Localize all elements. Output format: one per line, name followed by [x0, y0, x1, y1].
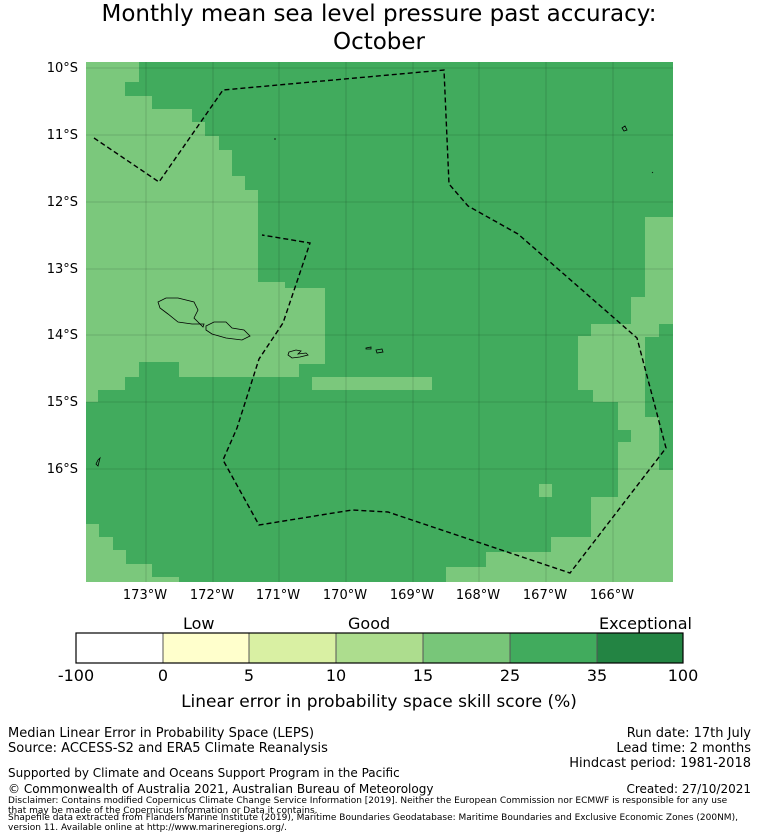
good-skill-patch [645, 550, 658, 577]
good-skill-region-east [446, 217, 673, 582]
colorbar-segment [75, 632, 164, 664]
x-tick-label: 166°W [589, 588, 635, 603]
tau-island [375, 348, 384, 354]
footer-hindcast: Hindcast period: 1981-2018 [569, 756, 751, 771]
manono-island [199, 323, 205, 328]
x-tick-label: 173°W [122, 588, 168, 603]
upolu-island [205, 321, 251, 341]
colorbar [75, 632, 684, 664]
footer-shapefile-cont: version 11. Available online at http://w… [8, 823, 287, 833]
x-tick-label: 172°W [189, 588, 235, 603]
islet [651, 171, 654, 174]
colorbar-segment [509, 632, 598, 664]
footer-lead-time: Lead time: 2 months [616, 741, 751, 756]
colorbar-label: Linear error in probability space skill … [181, 692, 577, 712]
y-tick-label: 16°S [46, 462, 78, 477]
tutuila-island [287, 349, 309, 359]
colorbar-segment [248, 632, 337, 664]
footer-shapefile: Shapefile data extracted from Flanders M… [8, 813, 738, 823]
islet [95, 456, 101, 467]
x-tick-label: 170°W [322, 588, 368, 603]
good-skill-patch [539, 484, 552, 497]
colorbar-tick: 5 [243, 666, 255, 685]
maritime-boundary [93, 69, 667, 574]
colorbar-tick: 25 [499, 666, 521, 685]
footer-supported: Supported by Climate and Oceans Support … [8, 766, 400, 780]
colorbar-tick: 35 [586, 666, 608, 685]
x-tick-label: 171°W [255, 588, 301, 603]
colorbar-segment [162, 632, 250, 664]
colorbar-tick: 100 [667, 666, 699, 685]
coastlines [95, 125, 654, 467]
y-tick-label: 13°S [46, 262, 78, 277]
footer-disclaimer: Disclaimer: Contains modified Copernicus… [8, 796, 728, 806]
colorbar-category-low: Low [183, 614, 215, 633]
y-tick-label: 10°S [46, 61, 78, 76]
footer-created: Created: 27/10/2021 [626, 782, 751, 796]
y-tick-label: 11°S [46, 128, 78, 143]
footer-method: Median Linear Error in Probability Space… [8, 726, 315, 741]
footer-source: Source: ACCESS-S2 and ERA5 Climate Reana… [8, 741, 328, 756]
colorbar-category-exceptional: Exceptional [599, 614, 692, 633]
x-tick-label: 168°W [455, 588, 501, 603]
colorbar-segment [422, 632, 511, 664]
y-tick-label: 12°S [46, 195, 78, 210]
map-title-line1: Monthly mean sea level pressure past acc… [101, 1, 657, 27]
skill-map [86, 62, 673, 582]
colorbar-tick: -100 [57, 666, 95, 685]
colorbar-segment [335, 632, 424, 664]
colorbar-tick: 15 [412, 666, 434, 685]
gridlines [86, 62, 673, 582]
colorbar-category-good: Good [348, 614, 391, 633]
footer-copyright: © Commonwealth of Australia 2021, Austra… [8, 782, 434, 796]
good-skill-region-southwest [86, 524, 179, 582]
colorbar-tick: 10 [325, 666, 347, 685]
footer-run-date: Run date: 17th July [626, 726, 751, 741]
y-tick-label: 14°S [46, 328, 78, 343]
good-skill-region [86, 62, 432, 402]
savaii-island [157, 297, 201, 325]
ofu-island [365, 346, 372, 350]
y-tick-label: 15°S [46, 395, 78, 410]
map-title-line2: October [332, 29, 426, 55]
x-tick-label: 167°W [522, 588, 568, 603]
colorbar-segment [596, 632, 684, 664]
colorbar-tick: 0 [157, 666, 169, 685]
x-tick-label: 169°W [389, 588, 435, 603]
swains-island [621, 125, 628, 132]
footer-disclaimer-cont: that may be made of the Copernicus Infor… [8, 806, 318, 816]
